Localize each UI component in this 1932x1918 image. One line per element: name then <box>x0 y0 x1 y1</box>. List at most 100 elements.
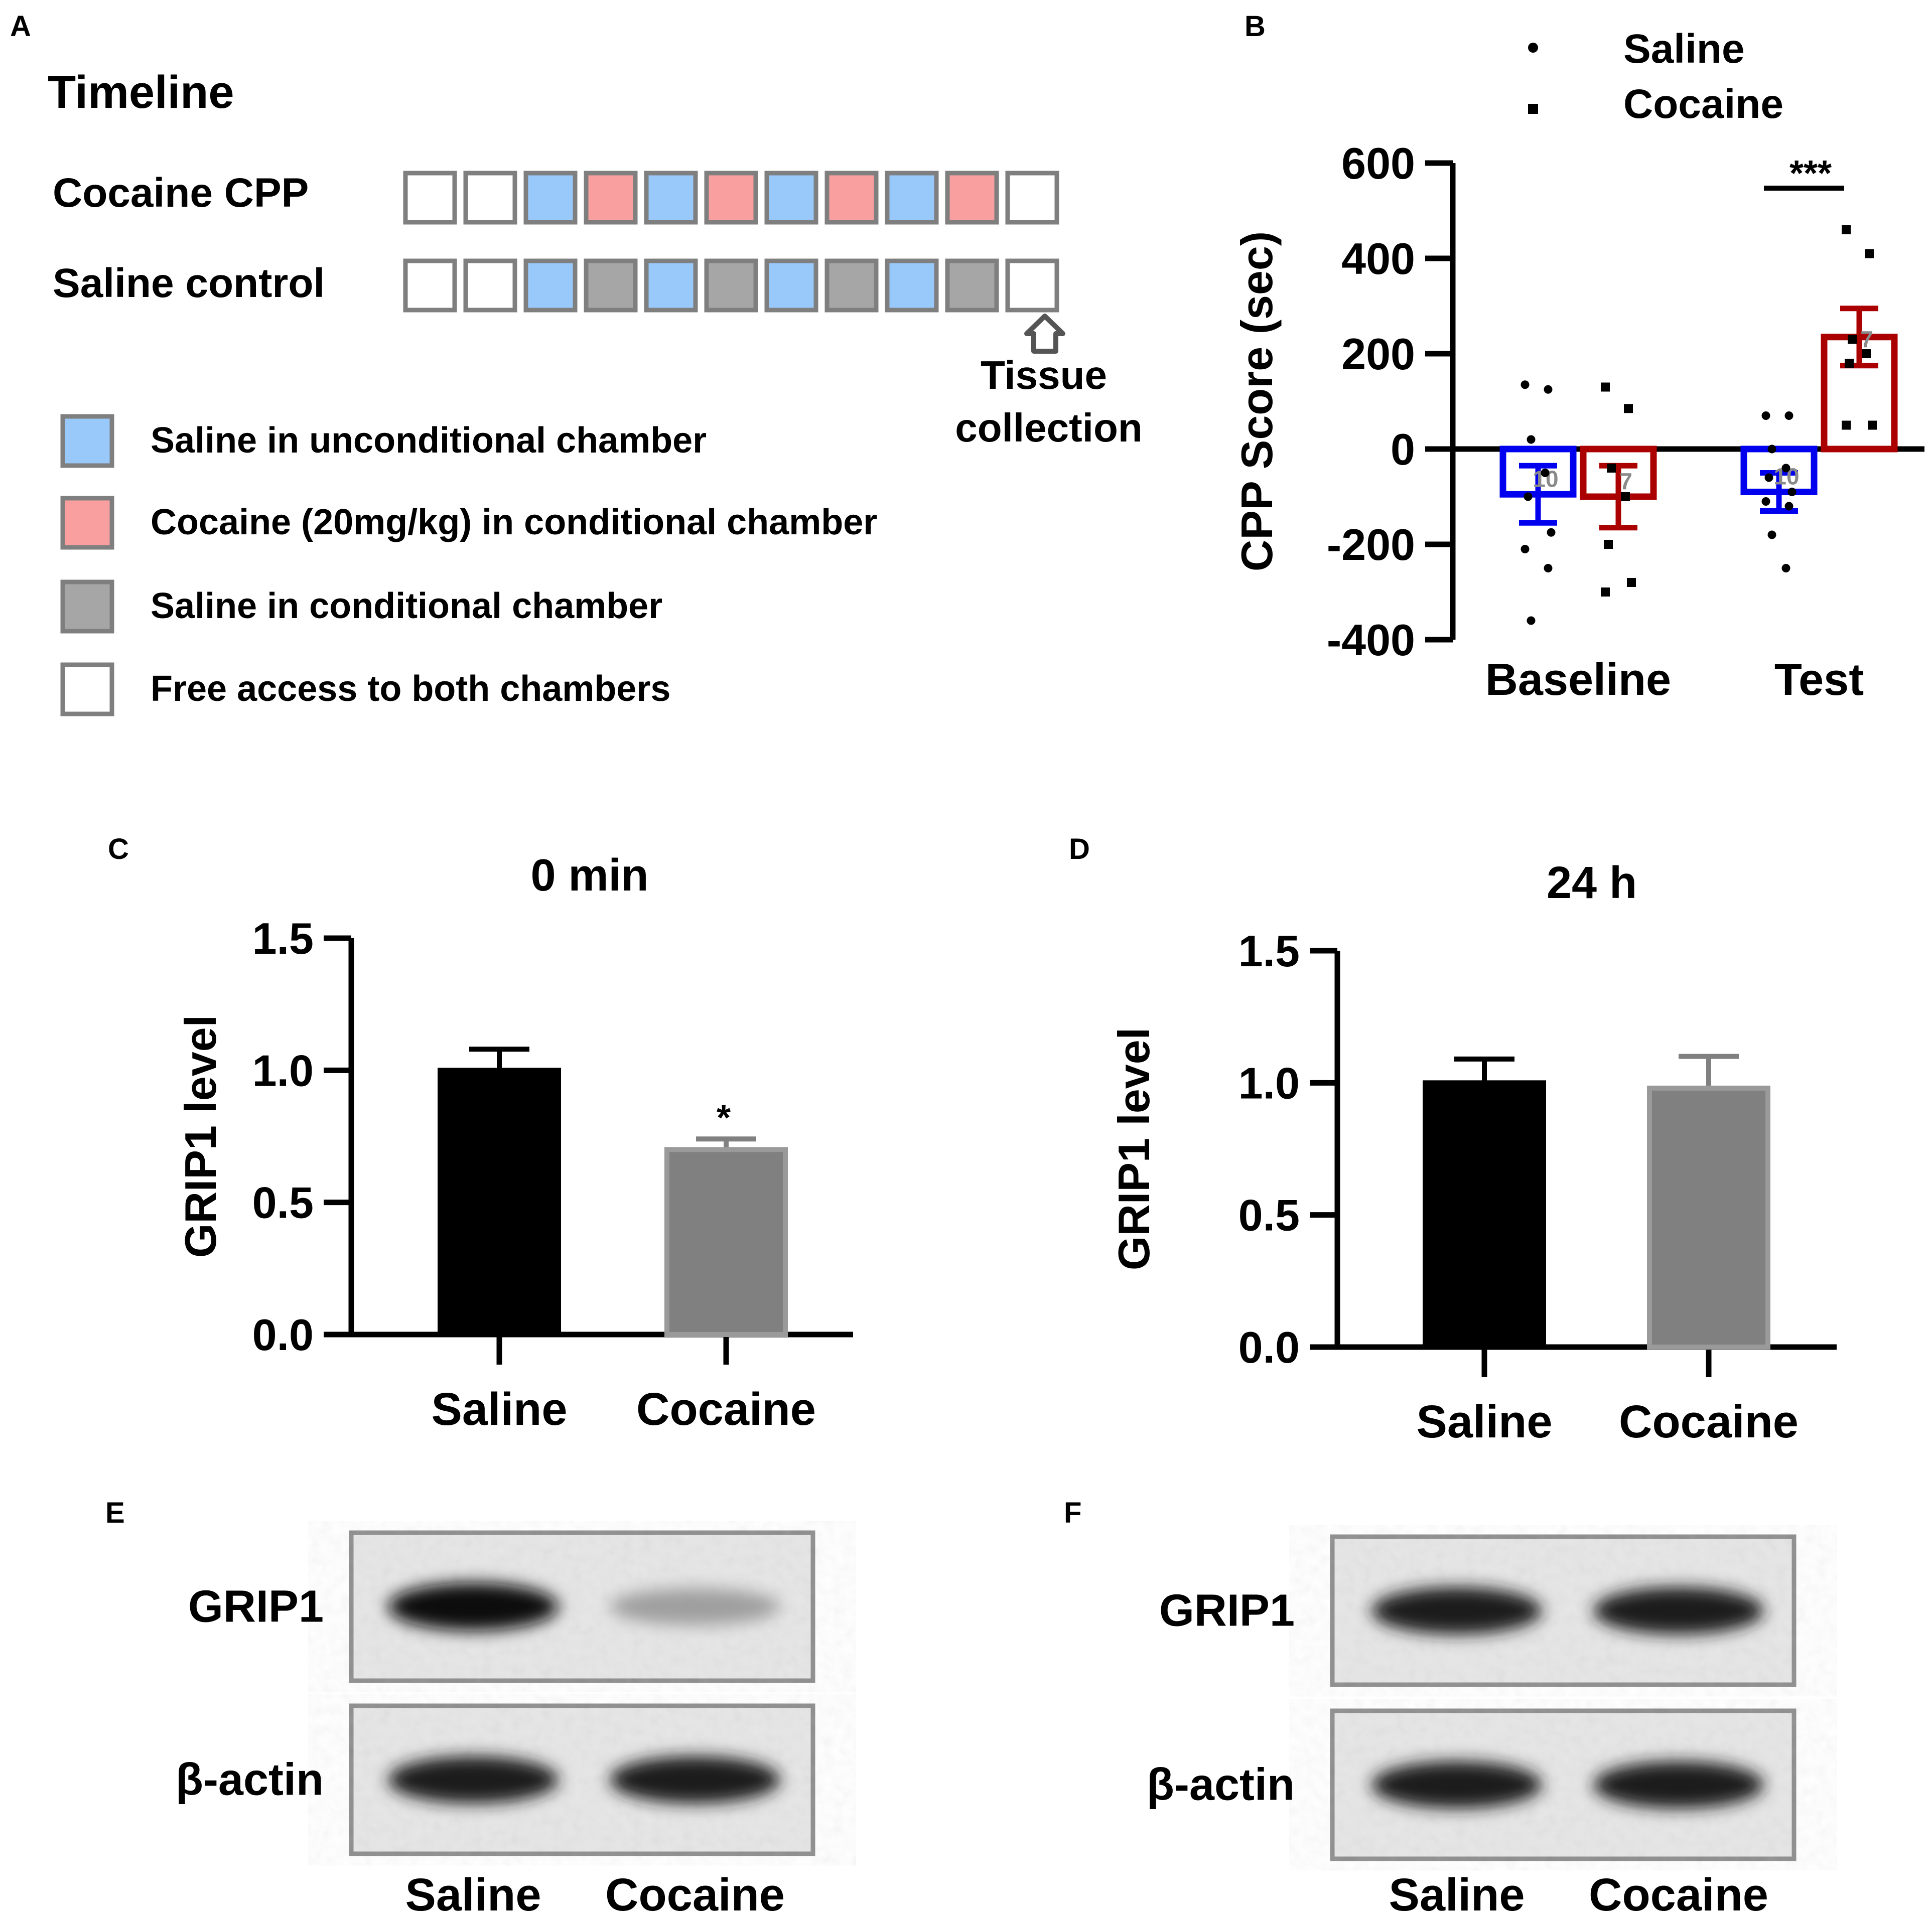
y-axis-label: GRIP1 level <box>176 1015 225 1258</box>
panel-c: C 0 min 0.0 0.5 1.0 1.5 GRIP1 level Saline Coca… <box>108 833 853 1435</box>
data-point <box>1781 564 1790 572</box>
data-point <box>1601 382 1610 392</box>
blot-row-label: β-actin <box>176 1755 324 1805</box>
timeline-day-box-1-7 <box>764 171 818 225</box>
blot-band <box>1371 1761 1542 1809</box>
timeline-day-box-1-11 <box>1005 171 1059 225</box>
x-category-label: Saline <box>431 1384 567 1435</box>
panel-b: B 600 400 200 0 -200 -400 CPP Score (sec) Basel… <box>1232 10 1924 705</box>
x-category-label: Cocaine <box>636 1384 816 1435</box>
data-point <box>1524 492 1533 501</box>
arrow-label-tissue: Tissue <box>981 353 1107 397</box>
y-tick-label: 1.0 <box>252 1046 314 1095</box>
y-tick-label: 1.0 <box>1238 1058 1300 1108</box>
timeline-day-box-1-8 <box>824 171 879 225</box>
timeline-day-box-2-9 <box>885 258 939 313</box>
data-point <box>1607 464 1616 473</box>
y-tick-label: 600 <box>1341 138 1415 188</box>
data-point <box>1624 404 1633 413</box>
timeline-legend: Saline in unconditional chamber Cocaine (… <box>60 414 877 716</box>
tissue-collection-arrow <box>1024 314 1065 354</box>
y-tick-label: 200 <box>1341 329 1415 379</box>
chart-grip1-24h: 24 h 0.0 0.5 1.0 1.5 GRIP1 level Saline Cocaine <box>1109 858 1837 1447</box>
data-point <box>1764 473 1773 482</box>
blot-lane-label: Saline <box>1389 1869 1525 1918</box>
x-category-label: Saline <box>1416 1396 1552 1447</box>
blot-lane-label: Cocaine <box>605 1869 785 1918</box>
data-point <box>1767 530 1776 539</box>
blot-band <box>1371 1587 1542 1635</box>
blot-band <box>610 1756 780 1804</box>
data-point <box>1544 385 1553 394</box>
timeline-day-box-2-6 <box>704 258 758 313</box>
bar-cocaine <box>664 1147 788 1337</box>
legend-marker-saline <box>1528 43 1538 53</box>
timeline-day-box-1-6 <box>704 171 758 225</box>
timeline-day-box-1-1 <box>403 171 457 225</box>
y-tick-label: 1.5 <box>252 914 314 963</box>
data-point <box>1784 502 1793 511</box>
data-point <box>1787 488 1797 496</box>
data-point <box>1541 469 1550 477</box>
timeline-day-box-2-10 <box>945 258 999 313</box>
timeline-day-box-2-3 <box>523 258 578 313</box>
data-point <box>1527 616 1536 625</box>
blot-lane-label: Cocaine <box>1589 1869 1768 1918</box>
data-point <box>1547 528 1556 537</box>
data-point <box>1868 420 1877 430</box>
y-tick-label: 0 <box>1391 424 1415 474</box>
y-axis-label: GRIP1 level <box>1109 1027 1159 1270</box>
y-axis-label: CPP Score (sec) <box>1232 231 1282 571</box>
data-point <box>1527 435 1536 444</box>
western-blot-e: GRIP1 β-actin Saline Cocaine <box>176 1530 815 1918</box>
timeline-day-box-2-2 <box>463 258 517 313</box>
blot-band <box>1593 1587 1764 1635</box>
timeline-day-box-2-5 <box>644 258 698 313</box>
data-point <box>1601 587 1610 597</box>
legend-label-saline-unc: Saline in unconditional chamber <box>151 420 707 461</box>
legend-label-cocaine-cond: Cocaine (20mg/kg) in conditional chamber <box>151 502 877 542</box>
blot-row-label: β-actin <box>1147 1760 1295 1810</box>
western-blot-f: GRIP1 β-actin Saline Cocaine <box>1147 1534 1797 1918</box>
bar-saline <box>438 1068 561 1337</box>
legend-label-saline-cond: Saline in conditional chamber <box>151 586 662 626</box>
timeline-day-box-1-10 <box>945 171 999 225</box>
timeline-day-box-2-8 <box>824 258 879 313</box>
data-point <box>1845 359 1854 368</box>
timeline-day-box-1-3 <box>523 171 578 225</box>
timeline-day-box-1-9 <box>885 171 939 225</box>
y-tick-label: 0.5 <box>252 1178 314 1228</box>
data-point <box>1761 411 1770 420</box>
y-tick-label: -200 <box>1327 520 1415 569</box>
panel-letter-b: B <box>1245 10 1266 43</box>
legend-label-cocaine: Cocaine <box>1623 81 1783 127</box>
n-label: 7 <box>1619 468 1632 494</box>
timeline-day-box-2-11 <box>1005 258 1059 313</box>
legend-label-saline: Saline <box>1623 26 1745 72</box>
data-point <box>1521 380 1530 389</box>
arrow-label-collection: collection <box>955 405 1142 450</box>
row-label-cocaine-cpp: Cocaine CPP <box>53 170 309 216</box>
y-tick-label: 0.0 <box>1238 1322 1300 1372</box>
y-tick-label: -400 <box>1327 615 1415 665</box>
timeline-title: Timeline <box>48 67 234 118</box>
blot-band <box>388 1582 559 1631</box>
blot-band <box>610 1588 780 1625</box>
panel-e: E GRIP1 β-actin Saline Cocaine <box>105 1497 815 1918</box>
data-point <box>1767 445 1776 454</box>
timeline-day-box-1-4 <box>584 171 638 225</box>
panel-d: D 24 h 0.0 0.5 1.0 1.5 GRIP1 level Saline Cocai… <box>1069 833 1837 1447</box>
row-label-saline-control: Saline control <box>53 260 325 306</box>
bar-saline <box>1423 1080 1546 1350</box>
data-point <box>1544 564 1553 572</box>
data-point <box>1621 492 1630 501</box>
timeline-day-box-2-7 <box>764 258 818 313</box>
panel-a: A Timeline Cocaine CPP Saline control Ti… <box>10 10 1143 716</box>
chart-grip1-0min: 0 min 0.0 0.5 1.0 1.5 GRIP1 level Saline Cocain… <box>176 850 853 1435</box>
blot-row-label: GRIP1 <box>188 1582 324 1632</box>
legend-swatch-saline-unc <box>60 414 114 468</box>
panel-letter-a: A <box>10 10 31 43</box>
up-arrow-icon <box>1024 314 1065 354</box>
data-point <box>1862 349 1871 358</box>
